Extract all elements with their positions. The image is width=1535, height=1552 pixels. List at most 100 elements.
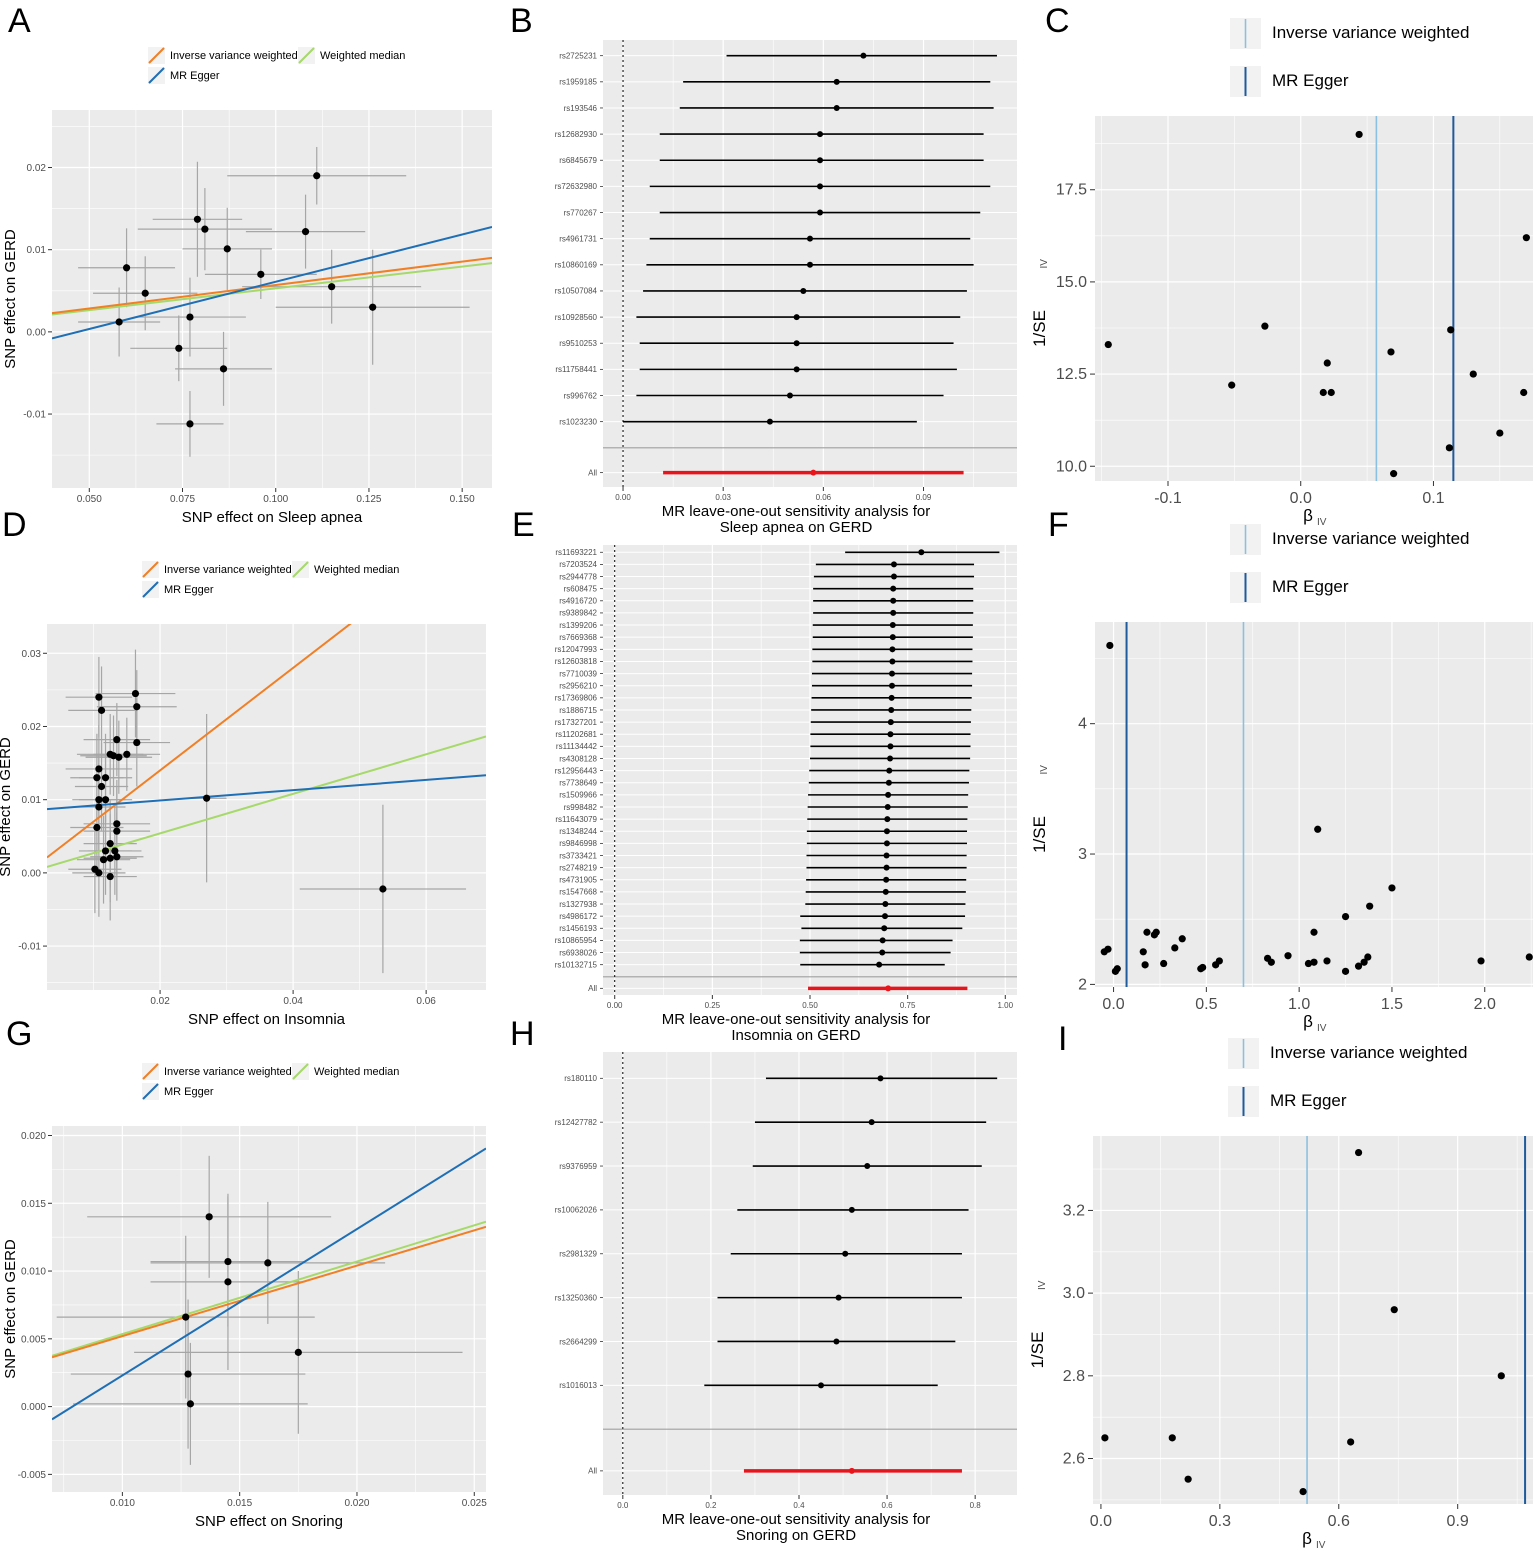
chart-a-point-3 <box>186 313 194 321</box>
panel-label-f: F <box>1048 506 1069 544</box>
chart-f-point-11 <box>1171 944 1179 952</box>
chart-i-ytick-label-2: 3.0 <box>1063 1285 1085 1302</box>
chart-b-snp-label-7: rs4961731 <box>559 234 597 243</box>
chart-a-ytick-label-0: -0.01 <box>23 410 46 421</box>
chart-e-snp-label-26: rs2748219 <box>559 863 597 872</box>
chart-d-fit-line-1 <box>47 774 486 811</box>
chart-b-estimate-9 <box>800 287 807 294</box>
chart-c-ylabel-sub: IV <box>1039 259 1050 269</box>
chart-d-point-2 <box>97 706 106 714</box>
chart-e-estimate-3 <box>890 585 897 592</box>
chart-e-estimate-23 <box>883 828 890 835</box>
chart-e-snp-label-3: rs608475 <box>564 584 598 593</box>
chart-b-xtick-label-0: 0.00 <box>615 493 631 502</box>
chart-a-xtick-label-2: 0.100 <box>263 494 288 505</box>
chart-c-point-6 <box>1355 130 1363 139</box>
chart-f-xtick-label-2: 1.0 <box>1288 996 1310 1013</box>
chart-d-point-12 <box>101 774 110 782</box>
chart-a-point-11 <box>301 228 310 236</box>
chart-d-fit-line-2 <box>47 735 486 868</box>
chart-c-ytick-label-0: 10.0 <box>1056 458 1087 475</box>
chart-d-point-4 <box>133 738 141 747</box>
chart-c: -0.1 0.0 0.1 10.0 12.5 15.0 17.5 β IV 1/SE IV Inver… <box>1030 18 1533 528</box>
chart-h-snp-label-4: rs2981329 <box>559 1250 597 1259</box>
chart-f-point-28 <box>1360 958 1368 966</box>
chart-i-ytick-label-3: 3.2 <box>1063 1202 1085 1219</box>
chart-e-estimate-34 <box>876 961 883 968</box>
chart-b-estimate-1 <box>833 78 840 85</box>
chart-g-point-6 <box>186 1400 195 1408</box>
chart-a-fit-line-1 <box>52 225 492 340</box>
chart-g-point-2 <box>224 1278 232 1286</box>
chart-b-estimate-2 <box>833 104 840 111</box>
chart-f-point-24 <box>1323 957 1331 965</box>
chart-b-estimate-7 <box>807 235 813 242</box>
chart-c-point-12 <box>1496 429 1504 437</box>
chart-g-ytick-label-0: -0.005 <box>18 1470 47 1481</box>
chart-f-ylabel: 1/SE <box>1030 816 1049 853</box>
chart-d-point-22 <box>101 847 110 855</box>
chart-d-point-17 <box>113 820 121 828</box>
chart-e-snp-label-13: rs1886715 <box>559 706 597 715</box>
chart-h-snp-label-1: rs12427782 <box>555 1118 598 1127</box>
chart-f-xlabel-sub: IV <box>1317 1023 1327 1034</box>
chart-i-legend-label-0: Inverse variance weighted <box>1270 1043 1468 1062</box>
chart-e-snp-label-18: rs12956443 <box>555 766 598 775</box>
chart-e-estimate-13 <box>888 706 895 713</box>
chart-a-point-4 <box>175 344 183 352</box>
chart-e-snp-label-23: rs1348244 <box>559 827 597 836</box>
chart-g-point-7 <box>294 1348 302 1356</box>
chart-h-estimate-4 <box>842 1250 849 1257</box>
chart-d-point-5 <box>113 736 121 744</box>
chart-h-estimate-7 <box>818 1382 825 1389</box>
chart-c-ytick-label-1: 12.5 <box>1056 366 1087 383</box>
chart-d-point-1 <box>131 689 140 698</box>
chart-c-point-13 <box>1520 388 1528 397</box>
chart-i-xtick-label-1: 0.3 <box>1209 1513 1231 1530</box>
chart-e-estimate-26 <box>883 864 890 871</box>
chart-e-estimate-22 <box>884 816 891 823</box>
chart-a-point-2 <box>115 318 123 326</box>
chart-b-title: MR leave-one-out sensitivity analysis fo… <box>662 503 930 520</box>
chart-b-snp-label-3: rs12682930 <box>555 130 598 139</box>
chart-h-estimate-2 <box>864 1163 871 1170</box>
chart-e-estimate-24 <box>883 840 890 847</box>
chart-c-legend-label-1: MR Egger <box>1272 71 1349 90</box>
chart-f-point-16 <box>1215 957 1223 965</box>
chart-b-estimate-13 <box>786 392 793 399</box>
chart-g-ytick-label-2: 0.005 <box>21 1334 46 1345</box>
chart-g-fit-line-1 <box>52 1147 486 1421</box>
chart-f-ylabel-sub: IV <box>1039 765 1050 775</box>
chart-b-snp-label-9: rs10507084 <box>555 287 598 296</box>
chart-b-snp-label-5: rs72632980 <box>555 182 598 191</box>
chart-h-snp-label-7: rs1016013 <box>559 1381 597 1390</box>
chart-b-snp-label-6: rs770267 <box>564 208 598 217</box>
chart-f-point-19 <box>1284 952 1292 960</box>
chart-b: rs2725231 rs1959185 rs193546 rs12682930 rs68… <box>555 40 1017 536</box>
chart-b-snp-label-2: rs193546 <box>564 104 598 113</box>
chart-e-snp-label-7: rs7669368 <box>559 633 597 642</box>
chart-f: 0.0 0.5 1.0 1.5 2.0 2 3 4 β IV 1/SE IV Inverse varia… <box>1030 524 1533 1034</box>
chart-f-point-22 <box>1310 928 1318 936</box>
chart-a-point-9 <box>223 245 231 253</box>
chart-d-point-10 <box>95 765 103 773</box>
chart-a-legend-key-2 <box>298 47 315 64</box>
chart-h-estimate-3 <box>848 1206 855 1213</box>
chart-c-point-14 <box>1522 234 1530 242</box>
chart-g-xtick-label-2: 0.020 <box>344 1498 369 1509</box>
panel-label-b: B <box>510 2 533 40</box>
chart-i-point-3 <box>1299 1487 1307 1496</box>
chart-b-snp-label-11: rs9510253 <box>559 339 597 348</box>
chart-h-snp-label-3: rs10062026 <box>555 1206 598 1215</box>
chart-i-point-2 <box>1184 1475 1192 1483</box>
chart-b-snp-label-14: rs1023230 <box>559 417 597 426</box>
chart-d-legend-label-0: Inverse variance weighted <box>164 564 292 576</box>
chart-g-ytick-label-5: 0.020 <box>21 1131 46 1142</box>
chart-h-estimate-5 <box>835 1294 842 1301</box>
chart-g-fit-line-2 <box>52 1220 486 1357</box>
chart-d-point-13 <box>97 782 106 791</box>
chart-h-estimate-1 <box>868 1119 875 1126</box>
chart-d-point-16 <box>95 803 103 811</box>
chart-e-snp-label-all: All <box>588 984 597 993</box>
chart-h: rs180110 rs12427782 rs9376959 rs10062026 rs2… <box>555 1052 1017 1544</box>
